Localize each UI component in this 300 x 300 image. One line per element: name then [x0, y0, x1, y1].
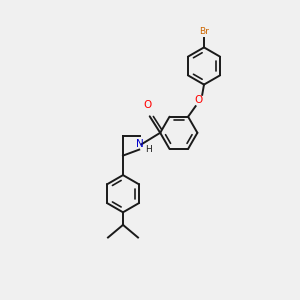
Text: Br: Br: [199, 27, 209, 36]
Text: N: N: [136, 139, 144, 149]
Text: H: H: [145, 145, 152, 154]
Text: O: O: [143, 100, 152, 110]
Text: O: O: [194, 95, 203, 105]
